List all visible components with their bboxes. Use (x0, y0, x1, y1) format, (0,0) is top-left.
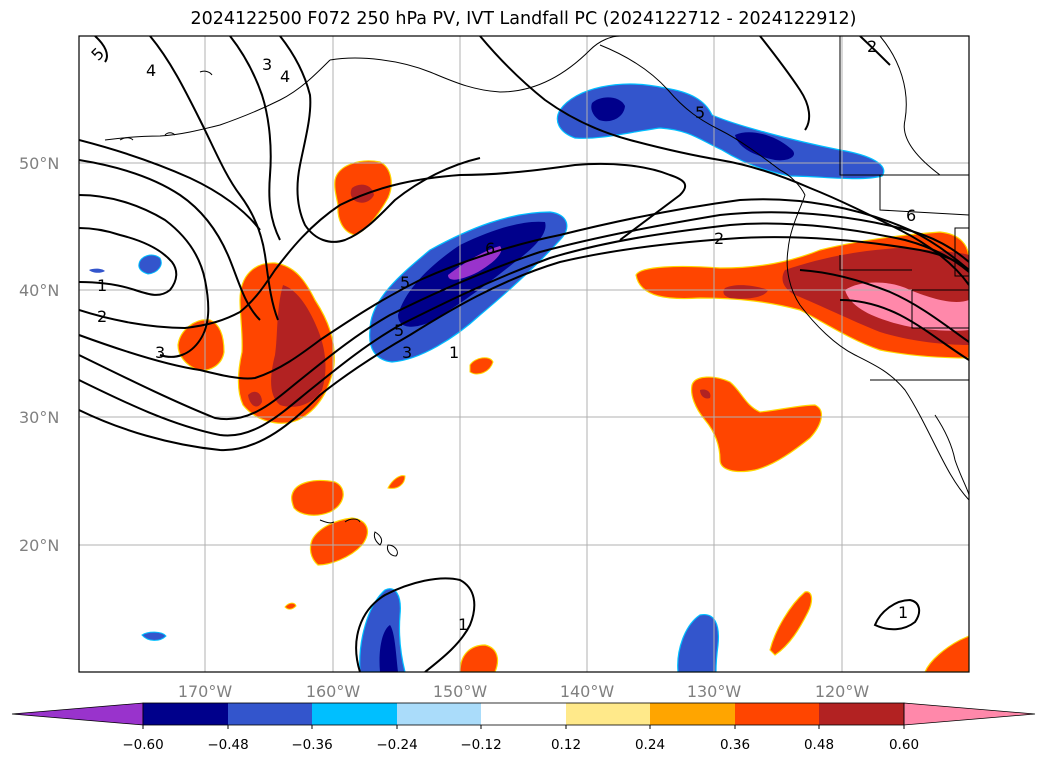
colorbar-segment (481, 703, 566, 725)
colorbar-segment (650, 703, 735, 725)
positive-anomaly-shading (177, 160, 969, 672)
contour-label: 1 (898, 603, 908, 622)
lat-label-40n: 40°N (19, 281, 59, 300)
colorbar-segment (735, 703, 819, 725)
contour-label: 5 (394, 321, 404, 340)
contour-label: 1 (97, 276, 107, 295)
contour-label: 2 (97, 307, 107, 326)
colorbar-tick-label: −0.60 (122, 737, 163, 753)
lon-label-130w: 130°W (687, 682, 742, 701)
map-plot-area: 5 4 3 4 1 2 3 5 6 5 3 1 2 6 1 5 1 2 (79, 36, 969, 672)
colorbar-segment (228, 703, 312, 725)
colorbar-tick-label: −0.36 (291, 737, 332, 753)
colorbar-tick-labels: −0.60 −0.48 −0.36 −0.24 −0.12 0.12 0.24 … (122, 737, 919, 753)
lat-label-20n: 20°N (19, 536, 59, 555)
contour-label: 4 (146, 61, 156, 80)
colorbar-extend-high (903, 702, 1036, 726)
colorbar-segment (397, 703, 481, 725)
colorbar-segment (819, 703, 904, 725)
contour-label: 3 (155, 343, 165, 362)
lon-label-160w: 160°W (306, 682, 361, 701)
lon-label-170w: 170°W (178, 682, 233, 701)
contour-label: 5 (695, 103, 705, 122)
colorbar-segment (143, 703, 228, 725)
longitude-labels: 170°W 160°W 150°W 140°W 130°W 120°W (178, 682, 870, 701)
contour-label: 1 (449, 343, 459, 362)
contour-label: 6 (906, 206, 916, 225)
contour-label: 2 (867, 37, 877, 56)
map-frame (78, 35, 970, 673)
colorbar: −0.60 −0.48 −0.36 −0.24 −0.12 0.12 0.24 … (11, 702, 1036, 753)
colorbar-segment (312, 703, 397, 725)
lat-label-30n: 30°N (19, 408, 59, 427)
contour-label: 3 (402, 343, 412, 362)
lat-label-50n: 50°N (19, 154, 59, 173)
colorbar-tick-label: −0.48 (207, 737, 248, 753)
latitude-labels: 50°N 40°N 30°N 20°N (19, 154, 59, 555)
map-title: 2024122500 F072 250 hPa PV, IVT Landfall… (190, 9, 857, 29)
contour-label: 6 (485, 239, 495, 258)
colorbar-tick-label: 0.48 (804, 737, 834, 753)
contour-label: 5 (400, 273, 410, 292)
contour-label: 2 (714, 229, 724, 248)
pv-contours (79, 36, 969, 672)
colorbar-tick-label: 0.60 (889, 737, 919, 753)
colorbar-segment (566, 703, 650, 725)
lon-label-140w: 140°W (560, 682, 615, 701)
map-gridlines (79, 36, 969, 672)
colorbar-tick-label: 0.24 (635, 737, 665, 753)
contour-label: 1 (458, 615, 468, 634)
colorbar-tick-label: −0.12 (460, 737, 501, 753)
colorbar-tick-label: 0.36 (720, 737, 750, 753)
lon-label-120w: 120°W (815, 682, 870, 701)
colorbar-extend-low (11, 702, 144, 726)
colorbar-ticks (142, 725, 905, 729)
contour-label: 4 (280, 67, 290, 86)
colorbar-tick-label: 0.12 (551, 737, 581, 753)
colorbar-tick-label: −0.24 (376, 737, 417, 753)
contour-label: 3 (262, 55, 272, 74)
lon-label-150w: 150°W (433, 682, 488, 701)
